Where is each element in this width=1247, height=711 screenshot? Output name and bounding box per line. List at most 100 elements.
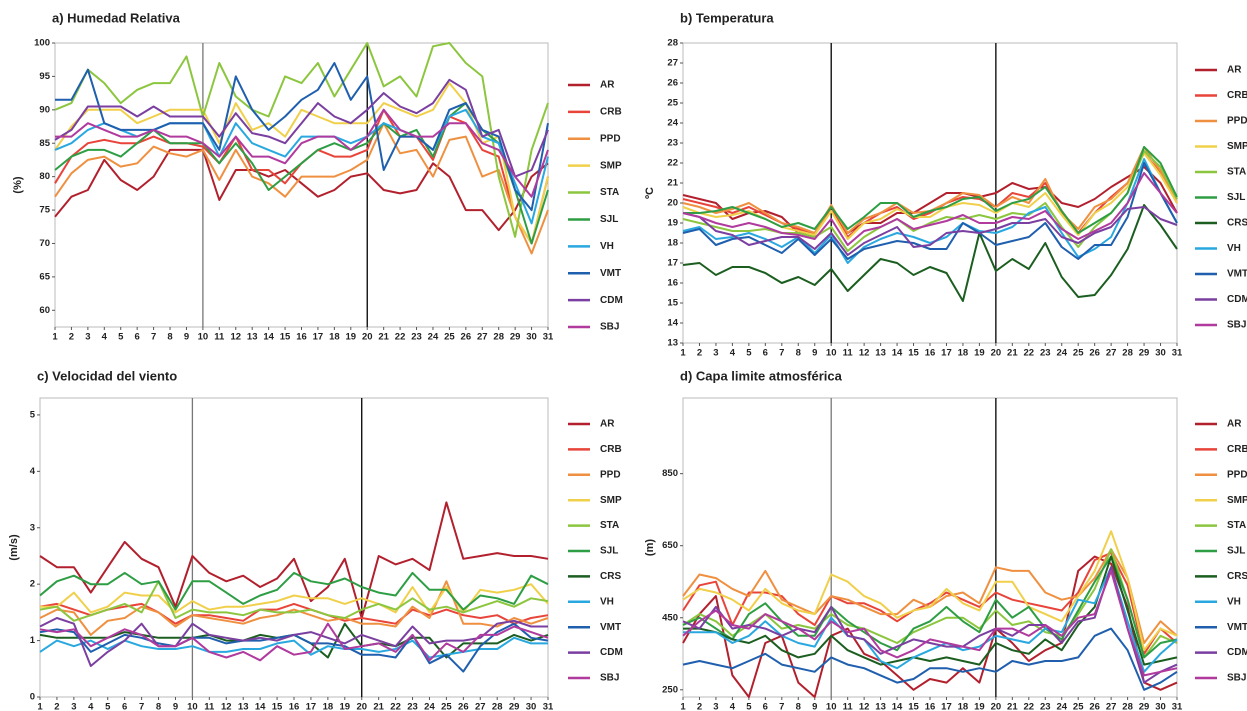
- x-tick-label: 6: [763, 348, 768, 359]
- x-tick-label: 6: [122, 702, 127, 711]
- data-line: [54, 108, 549, 225]
- y-tick-label: 80: [39, 171, 50, 182]
- x-tick-label: 12: [230, 332, 241, 343]
- y-tick-label: 450: [662, 612, 678, 623]
- x-tick-label: 18: [323, 702, 334, 711]
- x-tick-label: 27: [1106, 348, 1117, 359]
- x-tick-label: 14: [255, 702, 266, 711]
- x-tick-label: 29: [510, 332, 521, 343]
- legend-label: STA: [600, 520, 619, 531]
- legend-label: AR: [1227, 419, 1242, 430]
- legend-label: SJL: [1227, 546, 1245, 557]
- x-tick-label: 31: [1172, 348, 1183, 359]
- x-tick-label: 9: [184, 332, 189, 343]
- x-tick-label: 20: [362, 332, 373, 343]
- x-tick-label: 26: [1089, 702, 1100, 711]
- x-tick-label: 20: [991, 348, 1002, 359]
- legend-label: CRS: [600, 571, 621, 582]
- x-tick-label: 21: [373, 702, 384, 711]
- y-tick-label: 13: [667, 338, 678, 349]
- y-tick-label: 70: [39, 238, 50, 249]
- x-tick-label: 4: [102, 332, 108, 343]
- legend-label: CDM: [600, 295, 623, 306]
- x-tick-label: 5: [746, 702, 752, 711]
- chart: a) Humedad Relativa(%)606570758085909510…: [12, 10, 623, 342]
- data-line: [682, 204, 1178, 302]
- y-tick-label: 1: [30, 635, 36, 646]
- x-tick-label: 3: [71, 702, 76, 711]
- legend-label: SMP: [1227, 495, 1247, 506]
- x-tick-label: 1: [680, 702, 686, 711]
- x-tick-label: 8: [156, 702, 161, 711]
- data-line: [682, 158, 1178, 264]
- legend-label: AR: [1227, 65, 1242, 76]
- y-tick-label: 25: [667, 98, 678, 109]
- chart-title: c) Velocidad del viento: [37, 368, 177, 383]
- x-tick-label: 4: [88, 702, 94, 711]
- y-tick-label: 23: [667, 138, 678, 149]
- legend-label: VMT: [1227, 269, 1247, 280]
- x-tick-label: 11: [204, 702, 215, 711]
- x-tick-label: 15: [908, 348, 919, 359]
- legend-label: VMT: [600, 268, 621, 279]
- x-tick-label: 6: [135, 332, 140, 343]
- legend-label: VH: [1227, 243, 1241, 254]
- y-tick-label: 100: [34, 38, 50, 49]
- legend-label: SBJ: [1227, 673, 1246, 684]
- data-line: [683, 146, 1178, 234]
- x-tick-label: 3: [85, 332, 90, 343]
- chart: d) Capa limite atmosférica(m)25045065085…: [644, 368, 1247, 711]
- x-tick-label: 10: [826, 348, 837, 359]
- x-tick-label: 15: [908, 702, 919, 711]
- x-tick-label: 16: [925, 702, 936, 711]
- x-tick-label: 7: [779, 702, 784, 711]
- legend-label: CRS: [1227, 218, 1247, 229]
- legend-label: PPD: [1227, 116, 1247, 127]
- legend-label: SBJ: [600, 322, 619, 333]
- x-tick-label: 18: [958, 348, 969, 359]
- x-tick-label: 11: [214, 332, 225, 343]
- x-tick-label: 24: [1056, 348, 1067, 359]
- legend-label: SMP: [600, 495, 622, 506]
- legend-label: SBJ: [1227, 320, 1246, 331]
- data-line: [54, 78, 549, 178]
- x-tick-label: 30: [526, 332, 537, 343]
- x-tick-label: 31: [543, 702, 554, 711]
- legend-label: AR: [600, 80, 615, 91]
- data-line: [39, 580, 549, 622]
- x-tick-label: 29: [509, 702, 520, 711]
- x-tick-label: 21: [1007, 348, 1018, 359]
- y-tick-label: 85: [39, 138, 50, 149]
- legend-label: STA: [1227, 167, 1246, 178]
- x-tick-label: 9: [812, 348, 817, 359]
- x-tick-label: 23: [411, 332, 422, 343]
- x-tick-label: 25: [441, 702, 452, 711]
- legend-label: SMP: [1227, 141, 1247, 152]
- x-tick-label: 28: [1122, 702, 1133, 711]
- legend-label: STA: [600, 187, 619, 198]
- legend-label: AR: [600, 419, 615, 430]
- x-tick-label: 25: [1073, 348, 1084, 359]
- x-tick-label: 18: [958, 702, 969, 711]
- x-tick-label: 13: [247, 332, 258, 343]
- y-axis-label: (m/s): [8, 534, 20, 561]
- x-tick-label: 7: [139, 702, 144, 711]
- x-tick-label: 24: [1056, 702, 1067, 711]
- x-tick-label: 15: [280, 332, 291, 343]
- y-tick-label: 15: [667, 298, 678, 309]
- x-tick-label: 27: [477, 332, 488, 343]
- x-tick-label: 1: [680, 348, 686, 359]
- x-tick-label: 25: [1073, 702, 1084, 711]
- x-tick-label: 29: [1139, 348, 1150, 359]
- x-tick-label: 10: [187, 702, 198, 711]
- legend-label: CDM: [600, 647, 623, 658]
- x-tick-label: 19: [340, 702, 351, 711]
- y-tick-label: 26: [667, 78, 678, 89]
- plot-frame: [39, 397, 549, 698]
- x-tick-label: 27: [1106, 702, 1117, 711]
- x-tick-label: 28: [1122, 348, 1133, 359]
- x-tick-label: 10: [826, 702, 837, 711]
- data-line: [682, 166, 1178, 234]
- legend-label: SJL: [600, 546, 618, 557]
- x-tick-label: 16: [925, 348, 936, 359]
